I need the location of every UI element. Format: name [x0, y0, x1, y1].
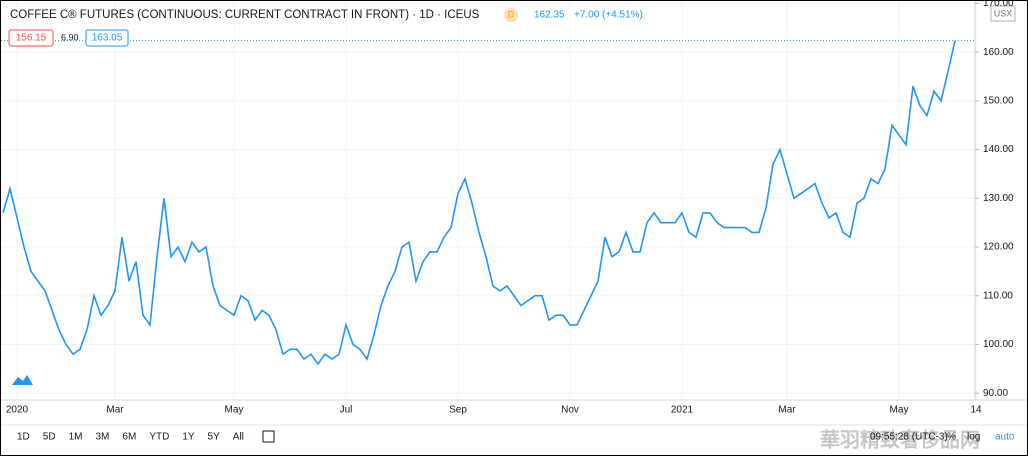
- ask-box: [85, 29, 129, 47]
- x-tick-label: Mar: [778, 405, 796, 416]
- bid-box: [8, 29, 54, 47]
- x-tick-label: May: [890, 405, 909, 416]
- x-tick-label: 2021: [671, 405, 694, 416]
- last-price: 162.35: [534, 10, 565, 21]
- x-tick-label: Mar: [106, 405, 124, 416]
- auto[interactable]: auto: [995, 432, 1015, 443]
- x-tick-label: Nov: [561, 405, 579, 416]
- y-tick-label: 90.00: [983, 388, 1008, 399]
- logo: [12, 375, 33, 385]
- y-tick-label: 160.00: [983, 47, 1014, 58]
- badge-bg: [504, 8, 518, 22]
- bid: 156.15: [16, 33, 47, 44]
- change-pct: (+4.51%): [602, 10, 643, 21]
- clock: 09:55:28 (UTC-3): [870, 432, 948, 443]
- range-button[interactable]: YTD: [149, 432, 169, 443]
- range-button[interactable]: 5D: [43, 432, 56, 443]
- ask: 163.05: [92, 33, 123, 44]
- y-tick-label: 140.00: [983, 144, 1014, 155]
- plot-area: [1, 1, 977, 400]
- badge: D: [508, 9, 515, 19]
- range-button[interactable]: 1D: [17, 432, 30, 443]
- range-button[interactable]: 3M: [96, 432, 110, 443]
- spread: 6.90: [61, 32, 79, 42]
- y-tick-label: 130.00: [983, 193, 1014, 204]
- percent[interactable]: %: [947, 432, 956, 443]
- range-button[interactable]: 1Y: [182, 432, 195, 443]
- change: +7.00: [574, 10, 600, 21]
- watermark: 華羽精致奢侈品网: [820, 427, 980, 451]
- range-button[interactable]: 6M: [122, 432, 136, 443]
- x-tick-label: 2020: [6, 405, 29, 416]
- price-line: [2, 40, 956, 366]
- y-tick-label: 150.00: [983, 95, 1014, 106]
- log[interactable]: log: [967, 432, 980, 443]
- y-tick-label: 170.00: [983, 0, 1014, 9]
- x-tick-label: May: [225, 405, 244, 416]
- y-tick-label: 110.00: [983, 290, 1013, 301]
- symbol-title: COFFEE C® FUTURES (CONTINUOUS: CURRENT C…: [10, 9, 480, 21]
- x-tick-label: Jul: [340, 405, 353, 416]
- toolbar: 1D 5D 1M 3M 6M YTD 1Y 5Y All: [17, 430, 275, 443]
- currency: USX: [994, 8, 1013, 18]
- x-tick-label: Sep: [449, 405, 467, 416]
- date-range-icon[interactable]: [262, 430, 275, 443]
- range-button[interactable]: All: [233, 432, 244, 443]
- y-tick-label: 100.00: [983, 339, 1014, 350]
- range-button[interactable]: 5Y: [208, 432, 221, 443]
- range-button[interactable]: 1M: [69, 432, 83, 443]
- x-tick-label: 14: [970, 405, 982, 416]
- currency-box: [990, 5, 1016, 22]
- y-tick-label: 120.00: [983, 242, 1014, 253]
